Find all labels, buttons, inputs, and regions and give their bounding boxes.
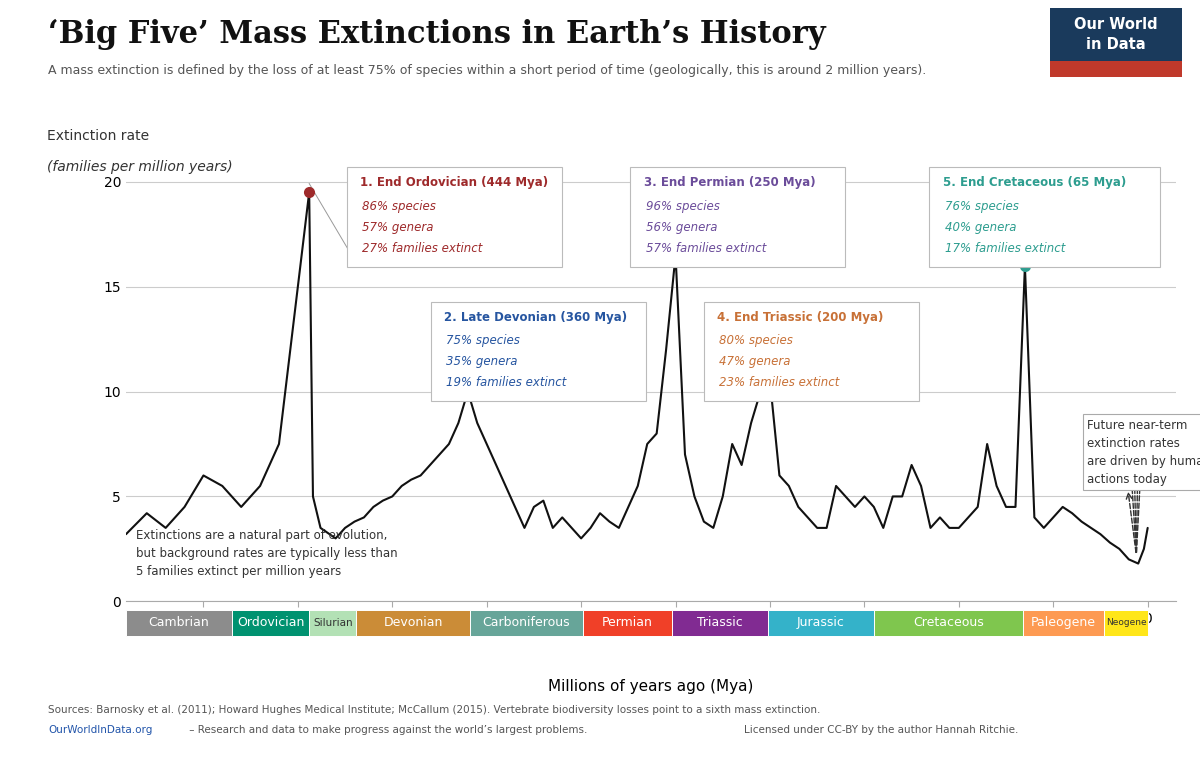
Text: 17% families extinct: 17% families extinct (946, 242, 1066, 255)
Text: 35% genera: 35% genera (446, 355, 517, 368)
Text: 3. End Permian (250 Mya): 3. End Permian (250 Mya) (643, 176, 815, 189)
Text: Cambrian: Cambrian (149, 617, 209, 629)
Text: Extinctions are a natural part of evolution,
but background rates are typically : Extinctions are a natural part of evolut… (137, 529, 398, 578)
Bar (768, 610, 874, 636)
Text: Cretaceous: Cretaceous (913, 617, 984, 629)
Text: 47% genera: 47% genera (719, 355, 791, 368)
Text: 86% species: 86% species (362, 200, 436, 213)
Text: 57% families extinct: 57% families extinct (646, 242, 766, 255)
X-axis label: Millions of years ago (Mya): Millions of years ago (Mya) (548, 679, 754, 693)
Bar (1024, 610, 1104, 636)
Text: Carboniferous: Carboniferous (482, 617, 570, 629)
Text: Jurassic: Jurassic (797, 617, 845, 629)
Text: Silurian: Silurian (313, 617, 353, 628)
Text: Triassic: Triassic (697, 617, 743, 629)
Text: Devonian: Devonian (383, 617, 443, 629)
Bar (583, 610, 672, 636)
Text: 23% families extinct: 23% families extinct (719, 376, 840, 389)
Text: 27% families extinct: 27% families extinct (362, 242, 482, 255)
FancyBboxPatch shape (703, 302, 919, 401)
Bar (672, 610, 768, 636)
FancyBboxPatch shape (630, 168, 845, 267)
Text: Our World: Our World (1074, 18, 1158, 32)
Bar (469, 610, 583, 636)
Bar (232, 610, 310, 636)
Text: OurWorldInData.org: OurWorldInData.org (48, 725, 152, 735)
Text: 4. End Triassic (200 Mya): 4. End Triassic (200 Mya) (718, 311, 883, 323)
Bar (1104, 610, 1147, 636)
Text: (families per million years): (families per million years) (47, 160, 233, 174)
Text: A mass extinction is defined by the loss of at least 75% of species within a sho: A mass extinction is defined by the loss… (48, 64, 926, 77)
Text: Extinction rate: Extinction rate (47, 129, 149, 143)
Text: 80% species: 80% species (719, 334, 793, 347)
Text: Neogene: Neogene (1105, 618, 1146, 627)
Bar (874, 610, 1024, 636)
Text: 57% genera: 57% genera (362, 221, 433, 234)
Text: 1. End Ordovician (444 Mya): 1. End Ordovician (444 Mya) (360, 176, 548, 189)
Bar (1050, 8, 1182, 61)
Text: Paleogene: Paleogene (1031, 617, 1096, 629)
Text: Permian: Permian (602, 617, 653, 629)
Text: 40% genera: 40% genera (946, 221, 1016, 234)
Text: – Research and data to make progress against the world’s largest problems.: – Research and data to make progress aga… (186, 725, 587, 735)
Text: 5. End Cretaceous (65 Mya): 5. End Cretaceous (65 Mya) (943, 176, 1126, 189)
Text: Sources: Barnosky et al. (2011); Howard Hughes Medical Institute; McCallum (2015: Sources: Barnosky et al. (2011); Howard … (48, 705, 821, 715)
Bar (126, 610, 232, 636)
Text: Ordovician: Ordovician (236, 617, 304, 629)
Text: 2. Late Devonian (360 Mya): 2. Late Devonian (360 Mya) (444, 311, 628, 323)
Text: 96% species: 96% species (646, 200, 720, 213)
Text: 56% genera: 56% genera (646, 221, 718, 234)
Text: 19% families extinct: 19% families extinct (446, 376, 566, 389)
Text: ‘Big Five’ Mass Extinctions in Earth’s History: ‘Big Five’ Mass Extinctions in Earth’s H… (48, 19, 826, 51)
Text: Licensed under CC-BY by the author Hannah Ritchie.: Licensed under CC-BY by the author Hanna… (744, 725, 1019, 735)
FancyBboxPatch shape (929, 168, 1160, 267)
FancyBboxPatch shape (347, 168, 562, 267)
Text: in Data: in Data (1086, 38, 1146, 52)
FancyBboxPatch shape (431, 302, 646, 401)
Bar (1050, 61, 1182, 77)
Text: ?: ? (1145, 421, 1158, 443)
Text: 76% species: 76% species (946, 200, 1019, 213)
Text: 75% species: 75% species (446, 334, 520, 347)
Bar (310, 610, 356, 636)
Bar (356, 610, 469, 636)
Text: Future near-term
extinction rates
are driven by human
actions today: Future near-term extinction rates are dr… (1087, 418, 1200, 486)
